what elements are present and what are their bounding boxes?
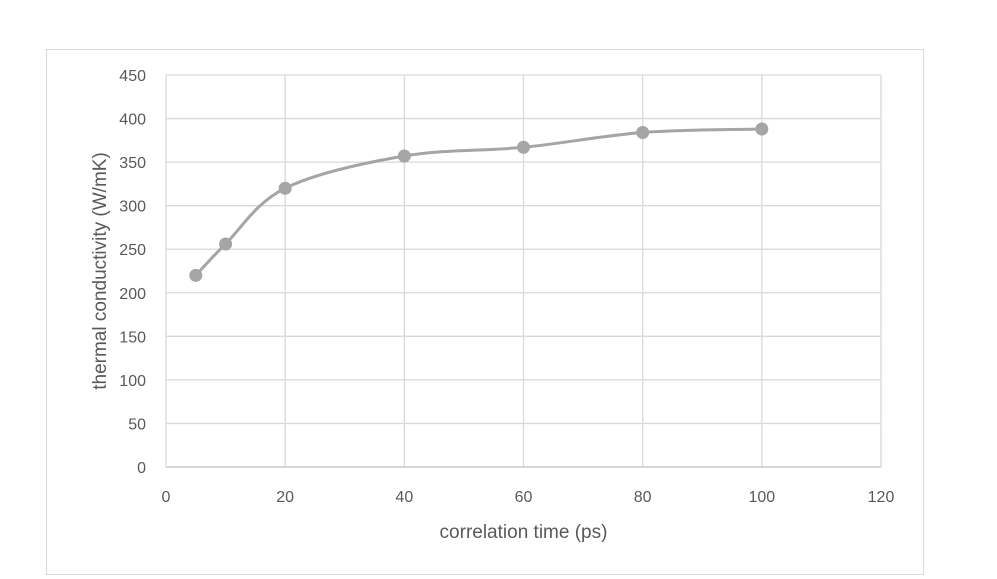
series-line-0 (194, 127, 764, 277)
data-point (189, 268, 203, 282)
axes (165, 75, 881, 468)
y-tick-label: 400 (119, 112, 146, 129)
x-tick-label: 60 (515, 489, 533, 506)
chart-area (46, 49, 924, 575)
y-tick-label: 150 (119, 329, 146, 346)
series-line-group (194, 127, 764, 277)
y-tick-label: 0 (137, 460, 146, 477)
x-tick-label: 120 (868, 489, 895, 506)
data-point (219, 237, 233, 251)
x-tick-label: 100 (748, 489, 775, 506)
horizontal-gridlines (166, 74, 881, 425)
data-point (755, 122, 769, 136)
series-points-group (189, 122, 769, 282)
y-tick-labels: 0 50 100 150 200 250 300 350 400 450 (119, 68, 146, 477)
x-tick-label: 20 (276, 489, 294, 506)
y-tick-label: 200 (119, 286, 146, 303)
data-point (636, 125, 650, 139)
vertical-gridlines (284, 75, 882, 467)
y-tick-label: 100 (119, 373, 146, 390)
x-axis-title: correlation time (ps) (440, 522, 608, 543)
data-point (278, 181, 292, 195)
x-tick-label: 0 (162, 489, 171, 506)
y-tick-label: 450 (119, 68, 146, 85)
y-axis-title: thermal conductivity (W/mK) (90, 152, 111, 390)
y-tick-label: 300 (119, 199, 146, 216)
x-tick-labels: 0 20 40 60 80 100 120 (162, 489, 895, 506)
y-tick-label: 350 (119, 155, 146, 172)
data-point (397, 149, 411, 163)
y-tick-label: 50 (128, 416, 146, 433)
data-point (517, 140, 530, 154)
y-tick-label: 250 (119, 242, 146, 259)
x-tick-label: 40 (395, 489, 413, 506)
x-tick-label: 80 (634, 489, 652, 506)
